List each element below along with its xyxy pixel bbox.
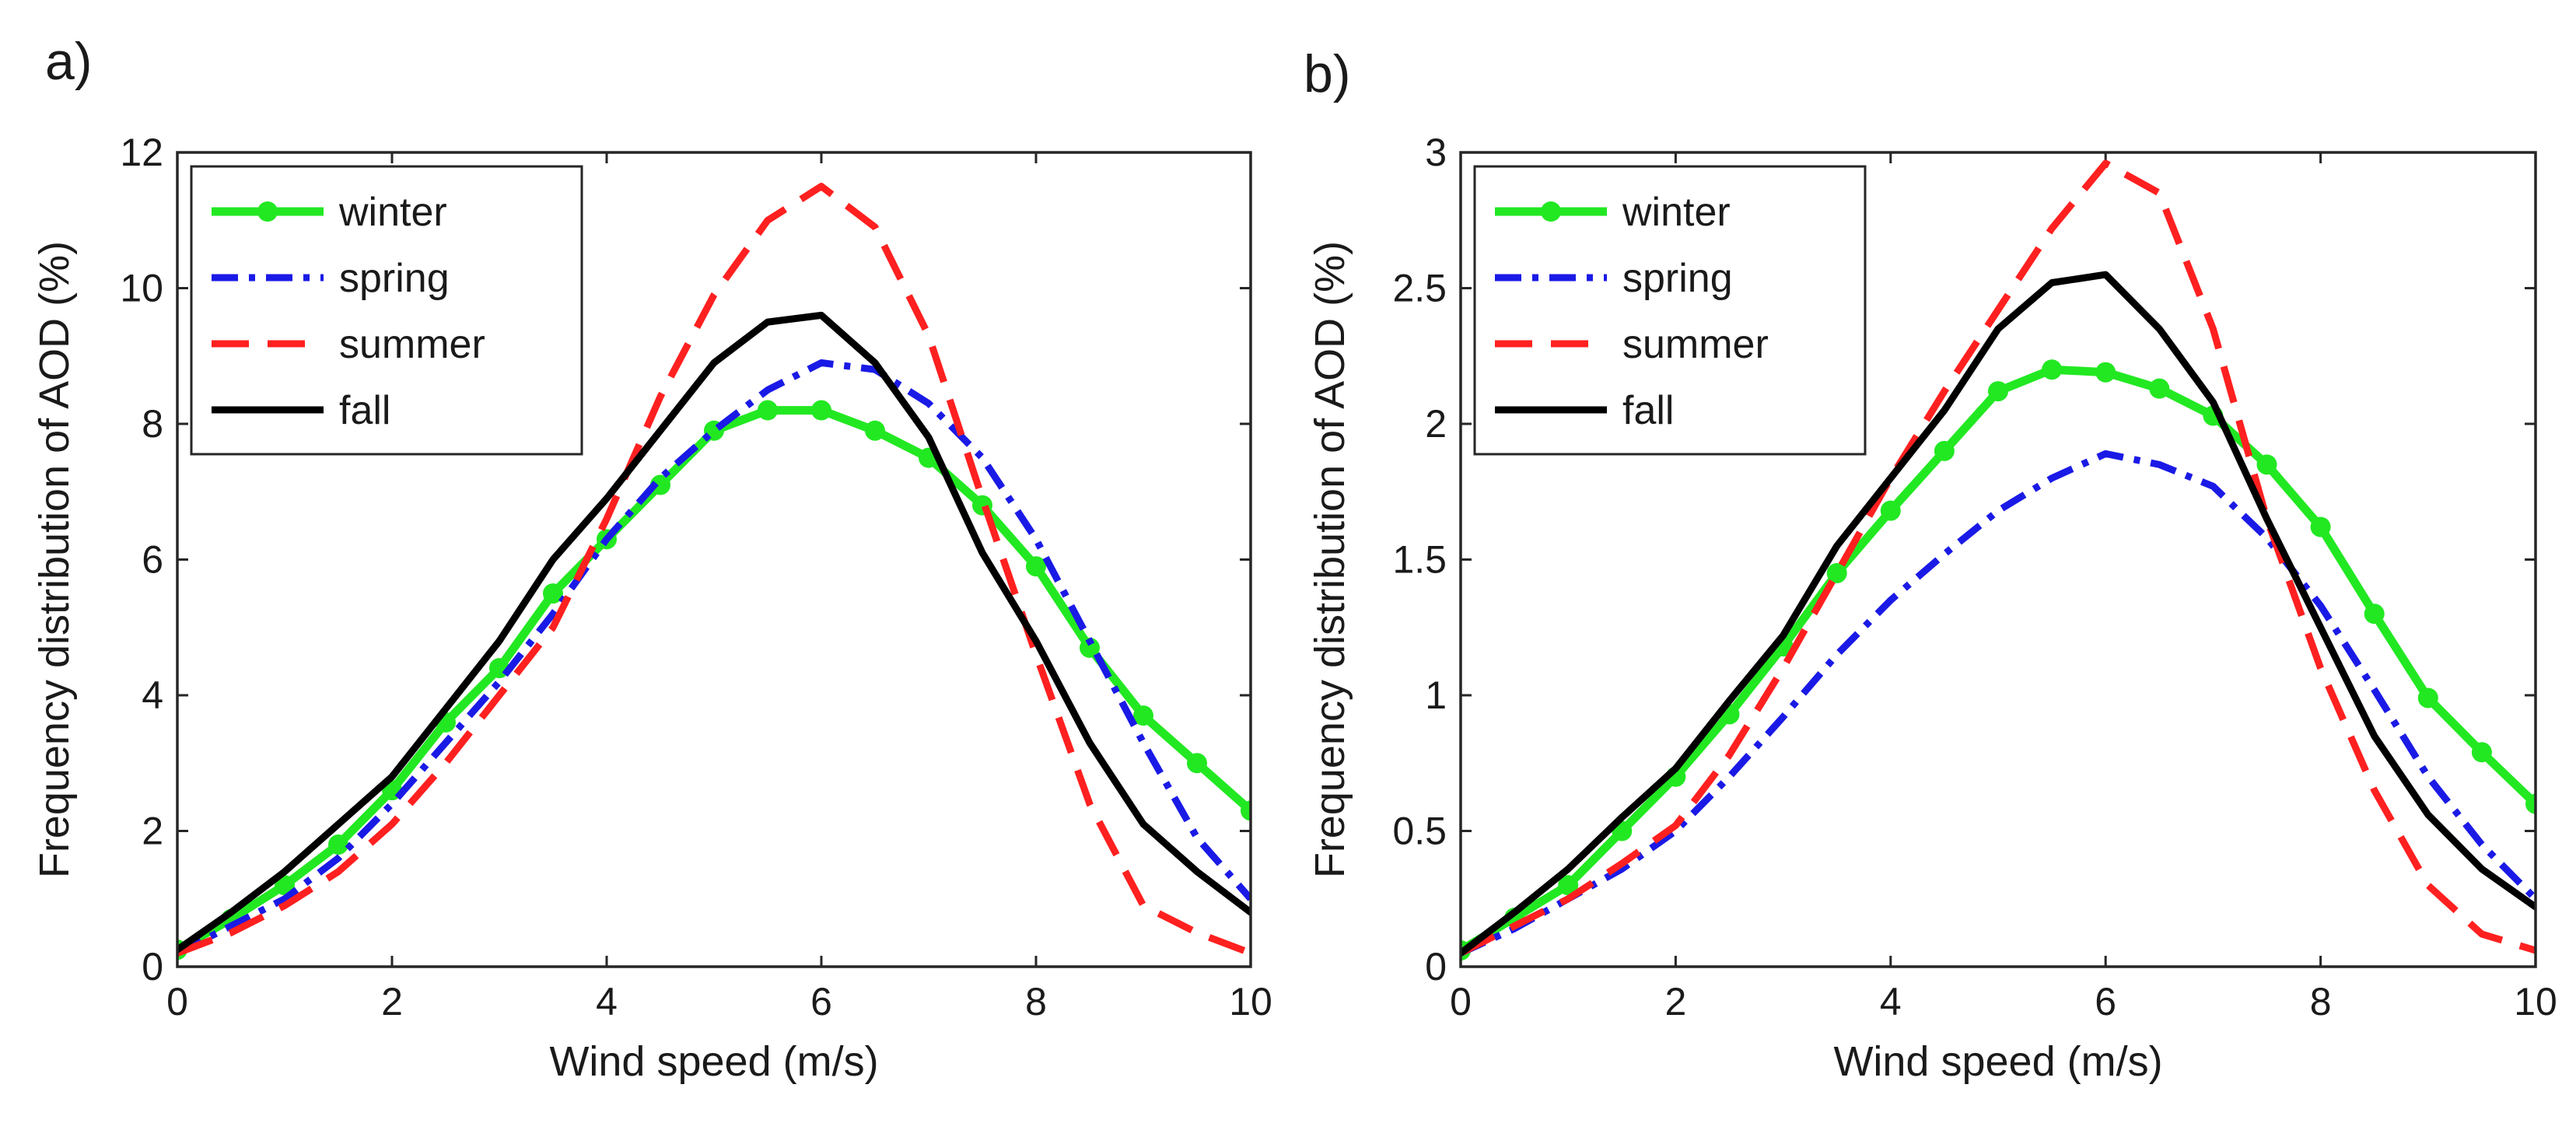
legend-label-spring: spring <box>1622 256 1733 301</box>
series-line-spring <box>177 359 1251 957</box>
panel-label: a) <box>45 32 92 91</box>
legend: winter spring summer fall <box>1473 165 1867 456</box>
data-point-winter <box>1826 562 1847 583</box>
y-tick-label: 6 <box>142 538 163 582</box>
legend-marker-winter <box>1541 201 1561 222</box>
data-point-winter <box>1080 637 1100 658</box>
y-tick-label: 4 <box>142 673 163 717</box>
y-tick-label: 0 <box>1425 945 1447 988</box>
legend-label-spring: spring <box>339 256 450 301</box>
data-point-winter <box>2471 742 2492 763</box>
data-point-winter <box>2417 687 2438 708</box>
x-tick-label: 8 <box>1025 980 1047 1023</box>
y-tick-label: 2.5 <box>1392 267 1447 310</box>
chart-panel-b: b) 0 2 4 6 8 10 0 0.5 1 1.5 2 2.5 3 Wind speed (m/s) Fr… <box>1304 44 2557 1085</box>
y-tick-label: 3 <box>1425 131 1447 174</box>
data-point-winter <box>1988 381 2008 402</box>
y-tick-label: 1.5 <box>1392 538 1447 582</box>
data-point-winter <box>1934 440 1955 461</box>
data-point-winter <box>2095 362 2116 383</box>
y-tick-label: 1 <box>1425 673 1447 717</box>
plot-frame <box>176 151 1252 968</box>
plot-frame <box>1459 151 2537 968</box>
series-line-fall <box>177 311 1251 953</box>
series-line-spring <box>1461 450 2536 957</box>
data-point-winter <box>275 875 295 896</box>
series-line-summer <box>177 183 1251 957</box>
y-tick-label: 0.5 <box>1392 810 1447 853</box>
x-tick-label: 2 <box>1664 980 1686 1023</box>
x-tick-label: 6 <box>2095 980 2116 1023</box>
data-point-winter <box>650 474 670 495</box>
data-point-winter <box>328 834 348 855</box>
x-tick-label: 10 <box>1229 980 1272 1023</box>
legend-marker-winter <box>257 201 278 222</box>
x-tick-label: 0 <box>1450 980 1472 1023</box>
data-point-winter <box>2042 359 2063 380</box>
data-point-winter <box>811 400 831 421</box>
y-tick-label: 10 <box>120 267 163 310</box>
x-tick-label: 2 <box>381 980 403 1023</box>
x-axis-label: Wind speed (m/s) <box>1833 1038 2162 1085</box>
y-tick-label: 12 <box>120 131 163 174</box>
x-tick-label: 0 <box>166 980 188 1023</box>
x-tick-label: 10 <box>2514 980 2557 1023</box>
series-group <box>1461 159 2536 961</box>
y-axis-label: Frequency distribution of AOD (%) <box>31 241 78 878</box>
legend-label-winter: winter <box>1622 190 1731 235</box>
legend-label-fall: fall <box>1622 388 1674 433</box>
data-point-winter <box>865 420 885 441</box>
x-tick-label: 8 <box>2310 980 2332 1023</box>
y-tick-label: 8 <box>142 402 163 446</box>
series-line-summer <box>1461 159 2536 957</box>
chart-panel-a: a) 0 2 4 6 8 10 0 2 4 6 8 10 12 Wind speed (m/s) Freque… <box>31 32 1272 1085</box>
data-point-winter <box>1558 875 1579 896</box>
x-tick-label: 6 <box>810 980 832 1023</box>
data-point-winter <box>2310 516 2331 537</box>
y-tick-label: 0 <box>142 945 163 988</box>
series-group <box>177 183 1251 960</box>
series-line-fall <box>1461 271 2536 957</box>
legend-label-fall: fall <box>339 388 390 433</box>
data-point-winter <box>2364 603 2385 624</box>
legend: winter spring summer fall <box>190 165 583 456</box>
legend-label-summer: summer <box>339 322 485 367</box>
data-point-winter <box>758 400 778 421</box>
data-point-winter <box>2256 454 2277 475</box>
data-point-winter <box>1133 705 1153 726</box>
x-tick-label: 4 <box>596 980 618 1023</box>
data-point-winter <box>1241 800 1251 821</box>
panel-label: b) <box>1304 44 1350 103</box>
data-point-winter <box>1880 500 1901 521</box>
legend-label-summer: summer <box>1622 322 1769 367</box>
y-axis-label: Frequency distribution of AOD (%) <box>1307 241 1353 878</box>
data-point-winter <box>1187 753 1207 774</box>
data-point-winter <box>2149 378 2170 399</box>
data-point-winter <box>543 583 563 604</box>
x-axis-label: Wind speed (m/s) <box>549 1038 878 1085</box>
data-point-winter <box>2525 793 2536 814</box>
x-tick-label: 4 <box>1880 980 1902 1023</box>
data-point-winter <box>1026 556 1046 577</box>
legend-label-winter: winter <box>338 190 447 235</box>
y-tick-label: 2 <box>1425 402 1447 446</box>
y-tick-label: 2 <box>142 810 163 853</box>
